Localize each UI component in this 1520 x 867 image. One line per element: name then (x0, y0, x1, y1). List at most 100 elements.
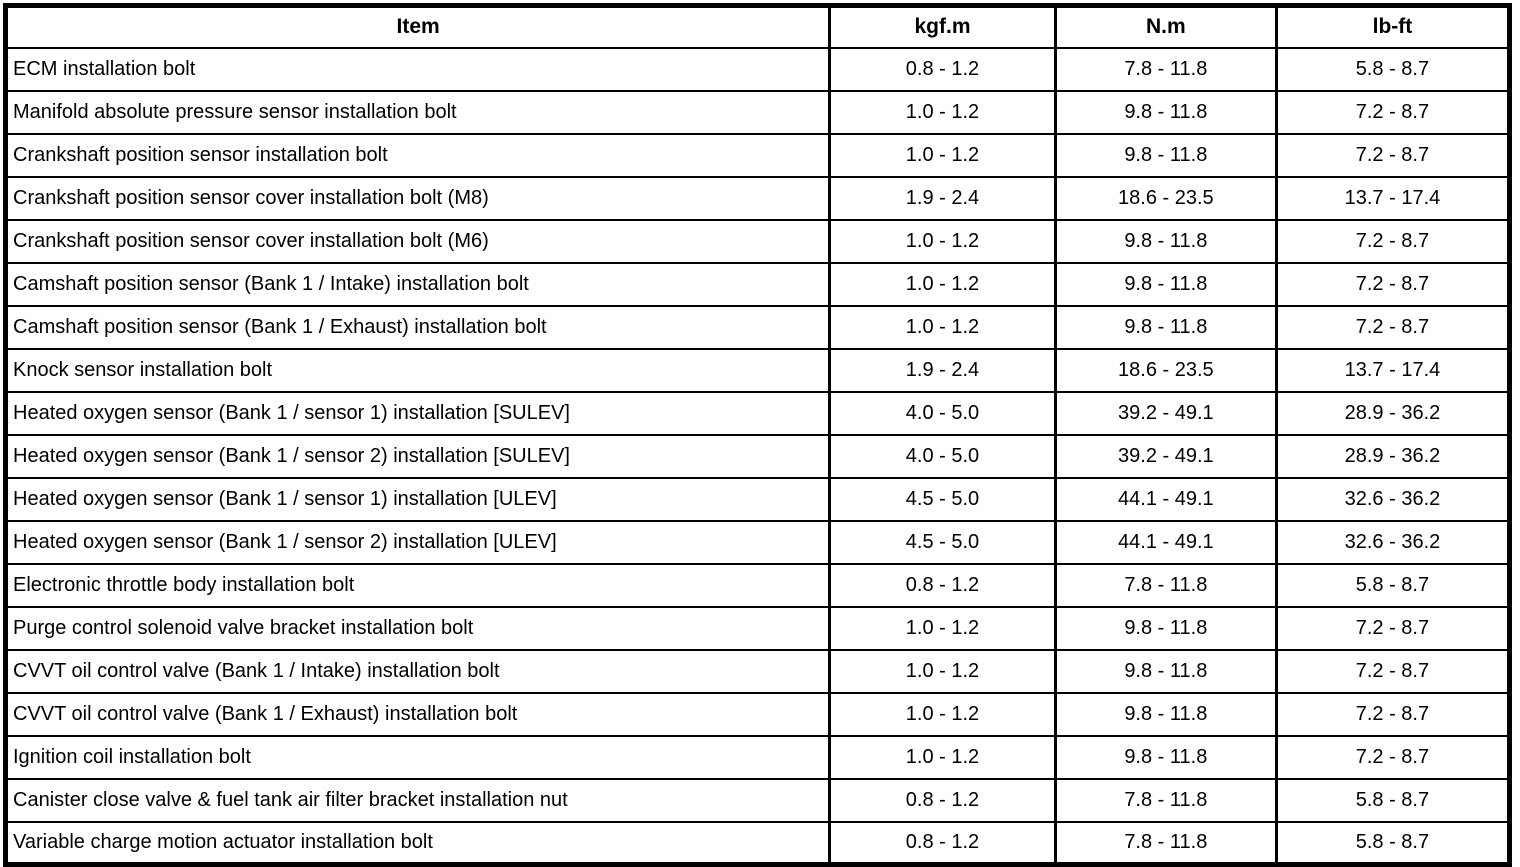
lbft-cell: 5.8 - 8.7 (1274, 46, 1512, 92)
kgfm-cell: 1.9 - 2.4 (828, 175, 1057, 221)
column-header-lbft: lb-ft (1274, 4, 1512, 49)
kgfm-cell: 1.0 - 1.2 (828, 132, 1057, 178)
item-cell: CVVT oil control valve (Bank 1 / Exhaust… (3, 691, 832, 737)
table-row: Crankshaft position sensor cover install… (3, 175, 1512, 221)
kgfm-cell: 4.5 - 5.0 (828, 476, 1057, 522)
item-cell: Manifold absolute pressure sensor instal… (3, 89, 832, 135)
kgfm-cell: 1.0 - 1.2 (828, 304, 1057, 350)
table-row: Heated oxygen sensor (Bank 1 / sensor 1)… (3, 476, 1512, 522)
lbft-cell: 5.8 - 8.7 (1274, 820, 1512, 866)
nm-cell: 9.8 - 11.8 (1053, 734, 1278, 780)
table-row: Heated oxygen sensor (Bank 1 / sensor 1)… (3, 390, 1512, 436)
lbft-cell: 32.6 - 36.2 (1274, 476, 1512, 522)
item-cell: Variable charge motion actuator installa… (3, 820, 832, 866)
kgfm-cell: 1.0 - 1.2 (828, 89, 1057, 135)
table-row: Crankshaft position sensor installation … (3, 132, 1512, 178)
item-cell: Electronic throttle body installation bo… (3, 562, 832, 608)
lbft-cell: 28.9 - 36.2 (1274, 433, 1512, 479)
kgfm-cell: 1.0 - 1.2 (828, 218, 1057, 264)
nm-cell: 9.8 - 11.8 (1053, 648, 1278, 694)
item-cell: Canister close valve & fuel tank air fil… (3, 777, 832, 823)
nm-cell: 39.2 - 49.1 (1053, 433, 1278, 479)
kgfm-cell: 4.5 - 5.0 (828, 519, 1057, 565)
item-cell: Camshaft position sensor (Bank 1 / Exhau… (3, 304, 832, 350)
table-row: Manifold absolute pressure sensor instal… (3, 89, 1512, 135)
nm-cell: 9.8 - 11.8 (1053, 261, 1278, 307)
column-header-nm: N.m (1053, 4, 1278, 49)
kgfm-cell: 1.0 - 1.2 (828, 261, 1057, 307)
lbft-cell: 32.6 - 36.2 (1274, 519, 1512, 565)
lbft-cell: 7.2 - 8.7 (1274, 89, 1512, 135)
lbft-cell: 13.7 - 17.4 (1274, 347, 1512, 393)
item-cell: Heated oxygen sensor (Bank 1 / sensor 2)… (3, 433, 832, 479)
table-row: Heated oxygen sensor (Bank 1 / sensor 2)… (3, 433, 1512, 479)
table-row: CVVT oil control valve (Bank 1 / Exhaust… (3, 691, 1512, 737)
nm-cell: 18.6 - 23.5 (1053, 347, 1278, 393)
table-row: Ignition coil installation bolt 1.0 - 1.2… (3, 734, 1512, 780)
item-cell: Crankshaft position sensor cover install… (3, 175, 832, 221)
item-cell: Ignition coil installation bolt (3, 734, 832, 780)
lbft-cell: 7.2 - 8.7 (1274, 132, 1512, 178)
table-row: Camshaft position sensor (Bank 1 / Exhau… (3, 304, 1512, 350)
lbft-cell: 7.2 - 8.7 (1274, 605, 1512, 651)
item-cell: Heated oxygen sensor (Bank 1 / sensor 2)… (3, 519, 832, 565)
column-header-kgfm: kgf.m (828, 4, 1057, 49)
nm-cell: 44.1 - 49.1 (1053, 476, 1278, 522)
table-row: Electronic throttle body installation bo… (3, 562, 1512, 608)
nm-cell: 9.8 - 11.8 (1053, 218, 1278, 264)
kgfm-cell: 1.9 - 2.4 (828, 347, 1057, 393)
kgfm-cell: 1.0 - 1.2 (828, 734, 1057, 780)
kgfm-cell: 0.8 - 1.2 (828, 562, 1057, 608)
nm-cell: 7.8 - 11.8 (1053, 777, 1278, 823)
nm-cell: 7.8 - 11.8 (1053, 46, 1278, 92)
lbft-cell: 28.9 - 36.2 (1274, 390, 1512, 436)
kgfm-cell: 0.8 - 1.2 (828, 777, 1057, 823)
nm-cell: 7.8 - 11.8 (1053, 820, 1278, 866)
nm-cell: 7.8 - 11.8 (1053, 562, 1278, 608)
kgfm-cell: 1.0 - 1.2 (828, 691, 1057, 737)
item-cell: Heated oxygen sensor (Bank 1 / sensor 1)… (3, 390, 832, 436)
kgfm-cell: 1.0 - 1.2 (828, 605, 1057, 651)
lbft-cell: 7.2 - 8.7 (1274, 691, 1512, 737)
table-row: ECM installation bolt 0.8 - 1.2 7.8 - 11.8… (3, 46, 1512, 92)
header-row: Item kgf.m N.m lb-ft (3, 4, 1512, 49)
column-header-item: Item (3, 4, 832, 49)
kgfm-cell: 4.0 - 5.0 (828, 433, 1057, 479)
nm-cell: 9.8 - 11.8 (1053, 691, 1278, 737)
table-row: Knock sensor installation bolt 1.9 - 2.4 1… (3, 347, 1512, 393)
lbft-cell: 7.2 - 8.7 (1274, 648, 1512, 694)
table-row: Heated oxygen sensor (Bank 1 / sensor 2)… (3, 519, 1512, 565)
table-row: Crankshaft position sensor cover install… (3, 218, 1512, 264)
nm-cell: 9.8 - 11.8 (1053, 605, 1278, 651)
lbft-cell: 5.8 - 8.7 (1274, 562, 1512, 608)
nm-cell: 18.6 - 23.5 (1053, 175, 1278, 221)
item-cell: ECM installation bolt (3, 46, 832, 92)
table-row: Purge control solenoid valve bracket ins… (3, 605, 1512, 651)
item-cell: Heated oxygen sensor (Bank 1 / sensor 1)… (3, 476, 832, 522)
nm-cell: 44.1 - 49.1 (1053, 519, 1278, 565)
kgfm-cell: 0.8 - 1.2 (828, 820, 1057, 866)
item-cell: Purge control solenoid valve bracket ins… (3, 605, 832, 651)
kgfm-cell: 0.8 - 1.2 (828, 46, 1057, 92)
nm-cell: 9.8 - 11.8 (1053, 89, 1278, 135)
kgfm-cell: 4.0 - 5.0 (828, 390, 1057, 436)
table-body: ECM installation bolt 0.8 - 1.2 7.8 - 11.8… (3, 46, 1512, 866)
lbft-cell: 7.2 - 8.7 (1274, 218, 1512, 264)
item-cell: Camshaft position sensor (Bank 1 / Intak… (3, 261, 832, 307)
lbft-cell: 5.8 - 8.7 (1274, 777, 1512, 823)
table-row: Camshaft position sensor (Bank 1 / Intak… (3, 261, 1512, 307)
item-cell: Crankshaft position sensor cover install… (3, 218, 832, 264)
table-row: CVVT oil control valve (Bank 1 / Intake)… (3, 648, 1512, 694)
kgfm-cell: 1.0 - 1.2 (828, 648, 1057, 694)
lbft-cell: 13.7 - 17.4 (1274, 175, 1512, 221)
item-cell: Crankshaft position sensor installation … (3, 132, 832, 178)
nm-cell: 39.2 - 49.1 (1053, 390, 1278, 436)
table-row: Canister close valve & fuel tank air fil… (3, 777, 1512, 823)
lbft-cell: 7.2 - 8.7 (1274, 734, 1512, 780)
nm-cell: 9.8 - 11.8 (1053, 132, 1278, 178)
table-row: Variable charge motion actuator installa… (3, 820, 1512, 866)
item-cell: Knock sensor installation bolt (3, 347, 832, 393)
torque-spec-table: Item kgf.m N.m lb-ft ECM installation bo… (3, 3, 1512, 867)
lbft-cell: 7.2 - 8.7 (1274, 304, 1512, 350)
